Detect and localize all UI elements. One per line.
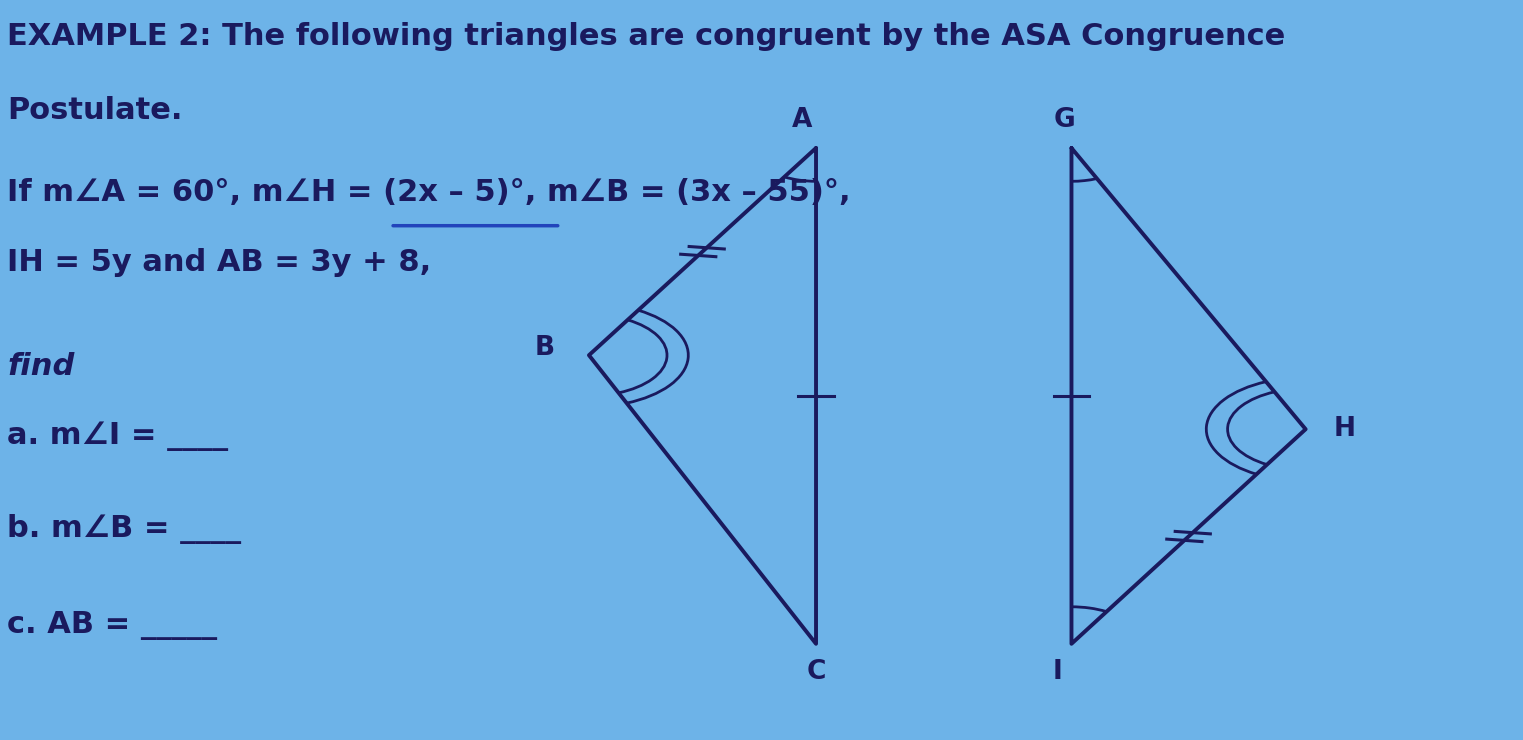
Text: IH = 5y and AB = 3y + 8,: IH = 5y and AB = 3y + 8, — [8, 248, 431, 277]
Text: I: I — [1052, 659, 1062, 684]
Text: If m∠A = 60°, m∠H = (2x – 5)°, m∠B = (3x – 55)°,: If m∠A = 60°, m∠H = (2x – 5)°, m∠B = (3x… — [8, 178, 851, 206]
Text: b. m∠B = ____: b. m∠B = ____ — [8, 514, 241, 545]
Text: find: find — [8, 352, 75, 380]
Text: H: H — [1334, 416, 1355, 443]
Text: a. m∠I = ____: a. m∠I = ____ — [8, 422, 228, 451]
Text: c. AB = _____: c. AB = _____ — [8, 610, 218, 639]
Text: Postulate.: Postulate. — [8, 96, 183, 125]
Text: B: B — [535, 334, 554, 361]
Text: EXAMPLE 2: The following triangles are congruent by the ASA Congruence: EXAMPLE 2: The following triangles are c… — [8, 22, 1285, 51]
Text: G: G — [1054, 107, 1075, 133]
Text: A: A — [792, 107, 812, 133]
Text: C: C — [806, 659, 825, 684]
